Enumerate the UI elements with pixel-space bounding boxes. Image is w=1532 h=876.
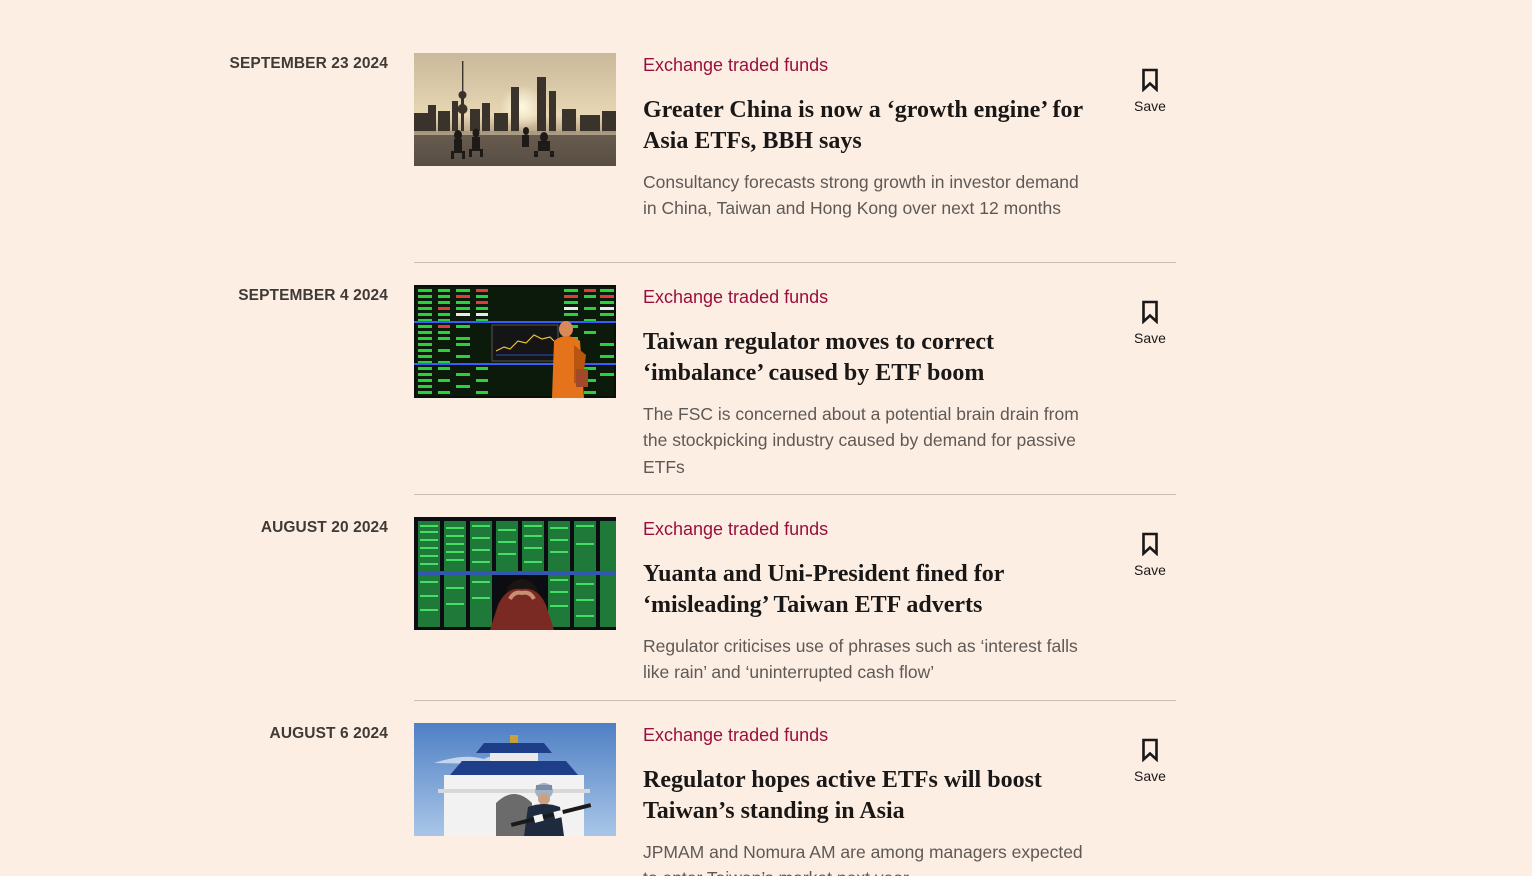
bookmark-icon: [1142, 738, 1158, 762]
divider: [414, 494, 1176, 495]
save-button[interactable]: Save: [1125, 63, 1175, 119]
save-label: Save: [1134, 768, 1166, 784]
bookmark-icon: [1142, 300, 1158, 324]
article-headline[interactable]: Regulator hopes active ETFs will boost T…: [643, 767, 1042, 824]
article-thumbnail-investor-screens[interactable]: [414, 517, 616, 630]
save-button[interactable]: Save: [1125, 527, 1175, 583]
article-standfirst: Consultancy forecasts strong growth in i…: [643, 172, 1079, 219]
article-standfirst: Regulator criticises use of phrases such…: [643, 636, 1078, 683]
topic-link[interactable]: Exchange traded funds: [643, 519, 829, 539]
article-headline[interactable]: Taiwan regulator moves to correct ‘imbal…: [643, 329, 995, 386]
article-headline[interactable]: Greater China is now a ‘growth engine’ f…: [643, 97, 1083, 154]
article-headline[interactable]: Yuanta and Uni-President fined for ‘misl…: [643, 561, 1004, 618]
save-label: Save: [1134, 98, 1166, 114]
save-button[interactable]: Save: [1125, 295, 1175, 351]
article-standfirst: JPMAM and Nomura AM are among managers e…: [643, 842, 1083, 876]
article-date: SEPTEMBER 23 2024: [229, 55, 388, 72]
divider: [414, 262, 1176, 263]
bookmark-icon: [1142, 68, 1158, 92]
topic-link[interactable]: Exchange traded funds: [643, 55, 829, 75]
article-thumbnail-honour-guard[interactable]: [414, 723, 616, 836]
bookmark-icon: [1142, 532, 1158, 556]
save-button[interactable]: Save: [1125, 733, 1175, 789]
divider: [414, 700, 1176, 701]
save-label: Save: [1134, 562, 1166, 578]
save-label: Save: [1134, 330, 1166, 346]
article-standfirst: The FSC is concerned about a potential b…: [643, 404, 1079, 477]
article-thumbnail-stock-board[interactable]: [414, 285, 616, 398]
article-date: AUGUST 20 2024: [260, 519, 388, 536]
topic-link[interactable]: Exchange traded funds: [643, 725, 829, 745]
article-thumbnail-shanghai-skyline[interactable]: [414, 53, 616, 166]
article-date: SEPTEMBER 4 2024: [238, 287, 388, 304]
topic-link[interactable]: Exchange traded funds: [643, 287, 829, 307]
article-date: AUGUST 6 2024: [269, 725, 388, 742]
